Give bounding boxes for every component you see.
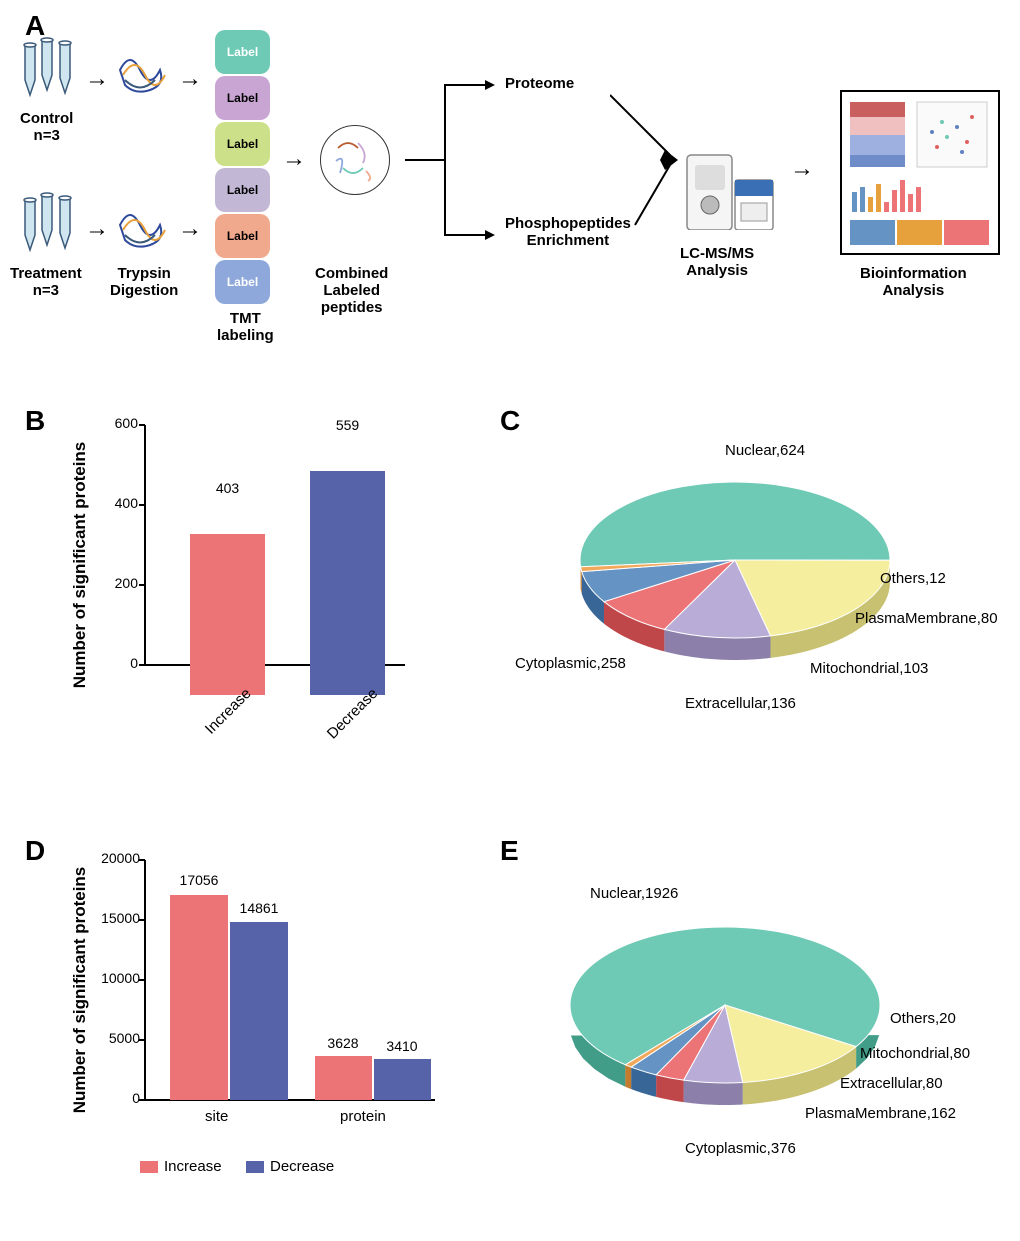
panel-b-chart: Number of significant proteins 0 200 400… [30, 395, 450, 765]
bioinfo-label: BioinformationAnalysis [860, 265, 967, 299]
lcms-label: LC-MS/MSAnalysis [680, 245, 754, 279]
converge-arrow-icon [610, 90, 685, 230]
bar-increase [190, 534, 265, 695]
pie-label: PlasmaMembrane,80 [855, 610, 998, 627]
tick: 200 [102, 575, 138, 591]
combined-label: CombinedLabeledpeptides [315, 265, 388, 316]
bar-value: 14861 [228, 900, 290, 916]
proteome-label: Proteome [505, 75, 574, 92]
legend-box [246, 1161, 264, 1173]
tmt-stack: LabelLabelLabelLabelLabelLabel [215, 30, 270, 306]
treatment-label: Treatmentn=3 [10, 265, 82, 299]
bioinfo-box-icon [840, 90, 1000, 255]
arrow-icon: → [178, 65, 202, 93]
trypsin-label: TrypsinDigestion [110, 265, 178, 299]
panel-b-ylabel: Number of significant proteins [70, 440, 90, 690]
x-label: site [205, 1108, 228, 1125]
bar-site-decrease [230, 922, 288, 1100]
treatment-tubes-icon [20, 190, 80, 260]
panel-b-svg [105, 395, 465, 735]
tick: 400 [102, 495, 138, 511]
tmt-label: Label [215, 168, 270, 212]
tick: 600 [102, 415, 138, 431]
pie-label: Extracellular,80 [840, 1075, 943, 1092]
arrow-icon: → [85, 215, 109, 243]
arrow-icon: → [282, 145, 306, 173]
tmt-label: Label [215, 214, 270, 258]
pie-label: Nuclear,1926 [590, 885, 678, 902]
arrow-icon: → [790, 155, 814, 183]
pie-label: Cytoplasmic,376 [685, 1140, 796, 1157]
tmt-label: Label [215, 260, 270, 304]
pie-label: Others,12 [880, 570, 946, 587]
panel-e-pie [510, 830, 1000, 1185]
tmt-label: TMTlabeling [217, 310, 274, 344]
tmt-label: Label [215, 122, 270, 166]
tick: 0 [108, 655, 138, 671]
bar-value: 3410 [372, 1038, 432, 1054]
pie-label: Extracellular,136 [685, 695, 796, 712]
pie-label: Nuclear,624 [725, 442, 805, 459]
legend-increase: Increase [140, 1158, 222, 1175]
control-label: Controln=3 [20, 110, 73, 144]
digestion-icon [115, 200, 175, 255]
branch-arrow-icon [400, 70, 500, 250]
tmt-label: Label [215, 76, 270, 120]
tick: 20000 [86, 850, 140, 866]
bar-site-increase [170, 895, 228, 1100]
tick: 15000 [86, 910, 140, 926]
pie-label: Cytoplasmic,258 [515, 655, 626, 672]
panel-d-ylabel: Number of significant proteins [70, 865, 90, 1115]
lcms-machine-icon [685, 145, 775, 230]
arrow-icon: → [178, 215, 202, 243]
x-label: protein [340, 1108, 386, 1125]
tick: 0 [110, 1090, 140, 1106]
bar-value: 559 [310, 417, 385, 433]
peptides-icon [320, 125, 390, 195]
bar-decrease [310, 471, 385, 695]
legend-decrease: Decrease [246, 1158, 334, 1175]
tick: 10000 [86, 970, 140, 986]
arrow-icon: → [85, 65, 109, 93]
bar-protein-decrease [374, 1059, 431, 1100]
pie-label: Others,20 [890, 1010, 956, 1027]
bar-value: 17056 [168, 872, 230, 888]
tick: 5000 [92, 1030, 140, 1046]
digestion-icon [115, 45, 175, 100]
panel-c-chart: Nuclear,624 Others,12 PlasmaMembrane,80 … [510, 400, 1000, 770]
pie-label: Mitochondrial,103 [810, 660, 928, 677]
bar-value: 3628 [313, 1035, 373, 1051]
bar-protein-increase [315, 1056, 372, 1100]
panel-d-svg [105, 830, 475, 1170]
panel-e-chart: Nuclear,1926 Others,20 Mitochondrial,80 … [510, 830, 1000, 1200]
panel-d-chart: Number of significant proteins 0 5000 10… [30, 830, 460, 1230]
tmt-label: Label [215, 30, 270, 74]
legend-box [140, 1161, 158, 1173]
pie-label: Mitochondrial,80 [860, 1045, 970, 1062]
panel-d-legend: Increase Decrease [140, 1158, 354, 1178]
bar-value: 403 [190, 480, 265, 496]
panel-a: Controln=3 Treatmentn=3 → → TrypsinDiges… [20, 15, 1000, 390]
control-tubes-icon [20, 35, 80, 105]
pie-label: PlasmaMembrane,162 [805, 1105, 956, 1122]
